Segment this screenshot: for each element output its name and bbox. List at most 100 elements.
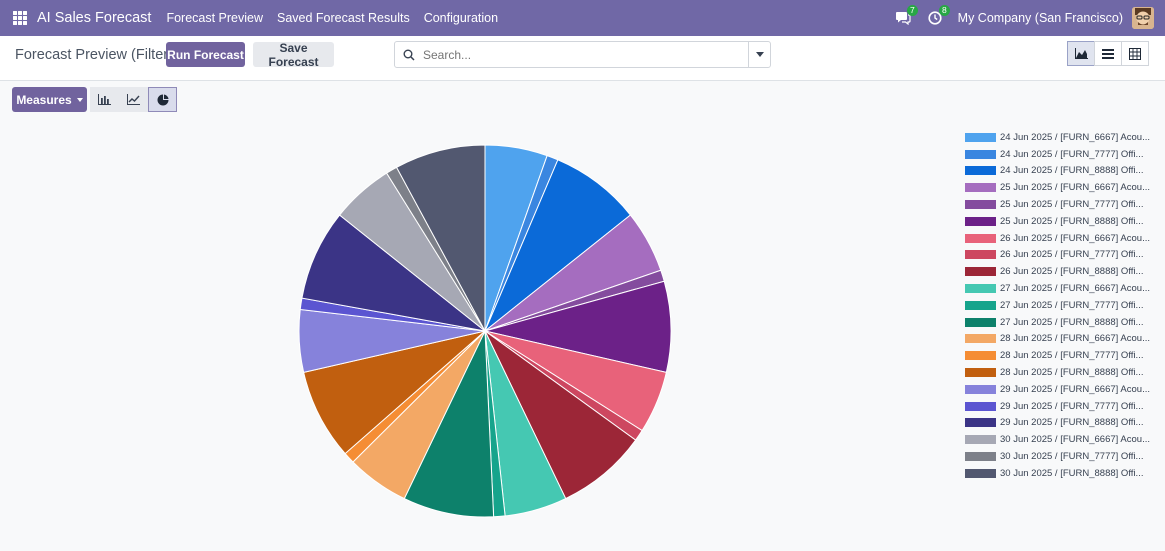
- legend-swatch: [965, 334, 996, 344]
- menu-forecast-preview[interactable]: Forecast Preview: [166, 11, 263, 25]
- legend-item-7[interactable]: 26 Jun 2025 / [FURN_7777] Offi...: [965, 247, 1155, 264]
- legend-swatch: [965, 166, 996, 176]
- pie-slice-5[interactable]: [484, 280, 672, 373]
- legend-item-12[interactable]: 28 Jun 2025 / [FURN_6667] Acou...: [965, 331, 1155, 348]
- menu-saved-forecast-results[interactable]: Saved Forecast Results: [277, 11, 410, 25]
- pie-slice-2[interactable]: [484, 159, 632, 332]
- legend-item-4[interactable]: 25 Jun 2025 / [FURN_7777] Offi...: [965, 196, 1155, 213]
- pie-slice-11[interactable]: [403, 330, 495, 518]
- bar-chart-icon: [98, 94, 111, 105]
- bar-chart-button[interactable]: [90, 87, 119, 112]
- app-title[interactable]: AI Sales Forecast: [37, 10, 152, 26]
- table-icon: [1129, 47, 1141, 60]
- legend-swatch: [965, 452, 996, 462]
- legend-label: 24 Jun 2025 / [FURN_7777] Offi...: [1000, 148, 1144, 160]
- legend-item-9[interactable]: 27 Jun 2025 / [FURN_6667] Acou...: [965, 280, 1155, 297]
- list-view-button[interactable]: [1094, 41, 1122, 66]
- legend-item-2[interactable]: 24 Jun 2025 / [FURN_8888] Offi...: [965, 163, 1155, 180]
- legend-item-15[interactable]: 29 Jun 2025 / [FURN_6667] Acou...: [965, 381, 1155, 398]
- line-chart-icon: [127, 94, 140, 105]
- search-options-toggle[interactable]: [748, 42, 770, 67]
- legend-item-0[interactable]: 24 Jun 2025 / [FURN_6667] Acou...: [965, 129, 1155, 146]
- legend-item-16[interactable]: 29 Jun 2025 / [FURN_7777] Offi...: [965, 398, 1155, 415]
- pie-slice-17[interactable]: [301, 214, 486, 332]
- pie-chart-button[interactable]: [148, 87, 177, 112]
- legend-swatch: [965, 468, 996, 478]
- legend-swatch: [965, 250, 996, 260]
- activities-clock-icon[interactable]: 8: [926, 5, 950, 27]
- legend-item-13[interactable]: 28 Jun 2025 / [FURN_7777] Offi...: [965, 347, 1155, 364]
- pivot-view-button[interactable]: [1121, 41, 1149, 66]
- activities-badge: 8: [938, 5, 950, 16]
- measures-label: Measures: [16, 92, 72, 107]
- legend-label: 26 Jun 2025 / [FURN_6667] Acou...: [1000, 232, 1150, 244]
- run-forecast-button[interactable]: Run Forecast: [166, 42, 245, 67]
- main-menu: Forecast Preview Saved Forecast Results …: [166, 11, 512, 25]
- measures-dropdown[interactable]: Measures: [12, 87, 87, 112]
- control-panel: Forecast Preview (Filtered) Run Forecast…: [0, 36, 1165, 81]
- legend-item-19[interactable]: 30 Jun 2025 / [FURN_7777] Offi...: [965, 448, 1155, 465]
- legend-label: 30 Jun 2025 / [FURN_7777] Offi...: [1000, 451, 1144, 463]
- legend-swatch: [965, 401, 996, 411]
- chart-legend: 24 Jun 2025 / [FURN_6667] Acou... 24 Jun …: [965, 129, 1155, 482]
- legend-item-10[interactable]: 27 Jun 2025 / [FURN_7777] Offi...: [965, 297, 1155, 314]
- legend-swatch: [965, 418, 996, 428]
- legend-item-1[interactable]: 24 Jun 2025 / [FURN_7777] Offi...: [965, 146, 1155, 163]
- legend-label: 25 Jun 2025 / [FURN_8888] Offi...: [1000, 215, 1144, 227]
- legend-item-11[interactable]: 27 Jun 2025 / [FURN_8888] Offi...: [965, 314, 1155, 331]
- legend-label: 26 Jun 2025 / [FURN_8888] Offi...: [1000, 266, 1144, 278]
- list-icon: [1102, 48, 1114, 59]
- legend-swatch: [965, 149, 996, 159]
- legend-swatch: [965, 216, 996, 226]
- legend-swatch: [965, 368, 996, 378]
- legend-item-8[interactable]: 26 Jun 2025 / [FURN_8888] Offi...: [965, 263, 1155, 280]
- line-chart-button[interactable]: [119, 87, 148, 112]
- legend-item-18[interactable]: 30 Jun 2025 / [FURN_6667] Acou...: [965, 431, 1155, 448]
- save-forecast-button[interactable]: Save Forecast: [253, 41, 334, 69]
- graph-view-button[interactable]: [1067, 41, 1095, 66]
- user-avatar[interactable]: [1132, 7, 1154, 29]
- legend-label: 27 Jun 2025 / [FURN_8888] Offi...: [1000, 316, 1144, 328]
- pie-chart-icon: [157, 94, 168, 105]
- area-chart-icon: [1074, 48, 1088, 59]
- view-switcher: [1067, 41, 1149, 66]
- legend-swatch: [965, 200, 996, 210]
- legend-label: 24 Jun 2025 / [FURN_8888] Offi...: [1000, 165, 1144, 177]
- apps-menu-icon[interactable]: [13, 11, 27, 25]
- legend-swatch: [965, 183, 996, 193]
- legend-label: 28 Jun 2025 / [FURN_8888] Offi...: [1000, 367, 1144, 379]
- search-bar: [394, 41, 771, 68]
- legend-swatch: [965, 284, 996, 294]
- legend-label: 28 Jun 2025 / [FURN_7777] Offi...: [1000, 350, 1144, 362]
- caret-down-icon: [76, 97, 83, 102]
- legend-label: 29 Jun 2025 / [FURN_6667] Acou...: [1000, 383, 1150, 395]
- search-input[interactable]: [423, 47, 743, 62]
- pie-slice-14[interactable]: [303, 330, 486, 455]
- legend-item-3[interactable]: 25 Jun 2025 / [FURN_6667] Acou...: [965, 179, 1155, 196]
- legend-item-6[interactable]: 26 Jun 2025 / [FURN_6667] Acou...: [965, 230, 1155, 247]
- legend-label: 25 Jun 2025 / [FURN_7777] Offi...: [1000, 199, 1144, 211]
- legend-label: 29 Jun 2025 / [FURN_7777] Offi...: [1000, 400, 1144, 412]
- chart-type-switcher: [90, 87, 177, 112]
- legend-swatch: [965, 233, 996, 243]
- company-switcher[interactable]: My Company (San Francisco): [957, 11, 1123, 25]
- pie-slice-8[interactable]: [484, 330, 637, 500]
- legend-label: 30 Jun 2025 / [FURN_6667] Acou...: [1000, 434, 1150, 446]
- legend-item-17[interactable]: 29 Jun 2025 / [FURN_8888] Offi...: [965, 415, 1155, 432]
- legend-swatch: [965, 300, 996, 310]
- pie-slice-20[interactable]: [395, 144, 486, 332]
- legend-label: 30 Jun 2025 / [FURN_8888] Offi...: [1000, 467, 1144, 479]
- menu-configuration[interactable]: Configuration: [423, 11, 499, 25]
- legend-label: 24 Jun 2025 / [FURN_6667] Acou...: [1000, 131, 1150, 143]
- legend-label: 28 Jun 2025 / [FURN_6667] Acou...: [1000, 333, 1150, 345]
- legend-swatch: [965, 132, 996, 142]
- legend-item-20[interactable]: 30 Jun 2025 / [FURN_8888] Offi...: [965, 465, 1155, 482]
- legend-item-14[interactable]: 28 Jun 2025 / [FURN_8888] Offi...: [965, 364, 1155, 381]
- pie-chart: [298, 144, 672, 518]
- legend-swatch: [965, 435, 996, 445]
- legend-label: 27 Jun 2025 / [FURN_7777] Offi...: [1000, 299, 1144, 311]
- messages-icon[interactable]: 7: [894, 5, 918, 27]
- legend-swatch: [965, 317, 996, 327]
- messages-badge: 7: [906, 5, 918, 16]
- legend-item-5[interactable]: 25 Jun 2025 / [FURN_8888] Offi...: [965, 213, 1155, 230]
